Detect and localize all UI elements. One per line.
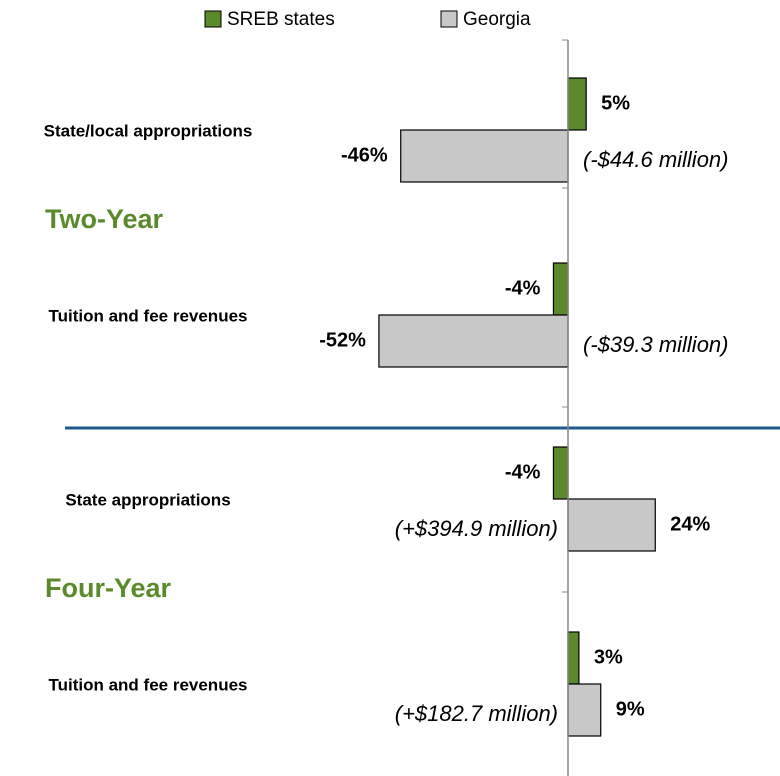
group-label: Two-Year (45, 204, 164, 234)
value-label: -4% (505, 461, 541, 483)
value-label: -4% (505, 277, 541, 299)
category-label: State appropriations (65, 490, 230, 509)
axis-separators (562, 39, 568, 593)
legend-label: SREB states (227, 9, 335, 30)
value-label: 24% (670, 513, 710, 535)
bar (567, 631, 580, 685)
bar (567, 498, 656, 552)
value-label: 3% (594, 646, 623, 668)
category-label: Tuition and fee revenues (48, 306, 247, 325)
bar (567, 683, 602, 737)
legend-swatch (204, 10, 222, 28)
value-label: 5% (601, 92, 630, 114)
value-label: -52% (319, 329, 366, 351)
value-label: -46% (341, 144, 388, 166)
bar (567, 77, 587, 131)
annotation: (+$394.9 million) (395, 516, 558, 541)
category-label: State/local appropriations (44, 121, 253, 140)
value-label: 9% (616, 698, 645, 720)
legend-label: Georgia (463, 9, 531, 30)
legend-swatch (440, 10, 458, 28)
annotation: (-$39.3 million) (583, 332, 729, 357)
category-label: Tuition and fee revenues (48, 675, 247, 694)
annotation: (+$182.7 million) (395, 701, 558, 726)
bar (552, 446, 569, 500)
group-label: Four-Year (45, 573, 172, 603)
bar (552, 262, 569, 316)
bar (378, 314, 569, 368)
annotation: (-$44.6 million) (583, 147, 729, 172)
bar (400, 129, 569, 183)
